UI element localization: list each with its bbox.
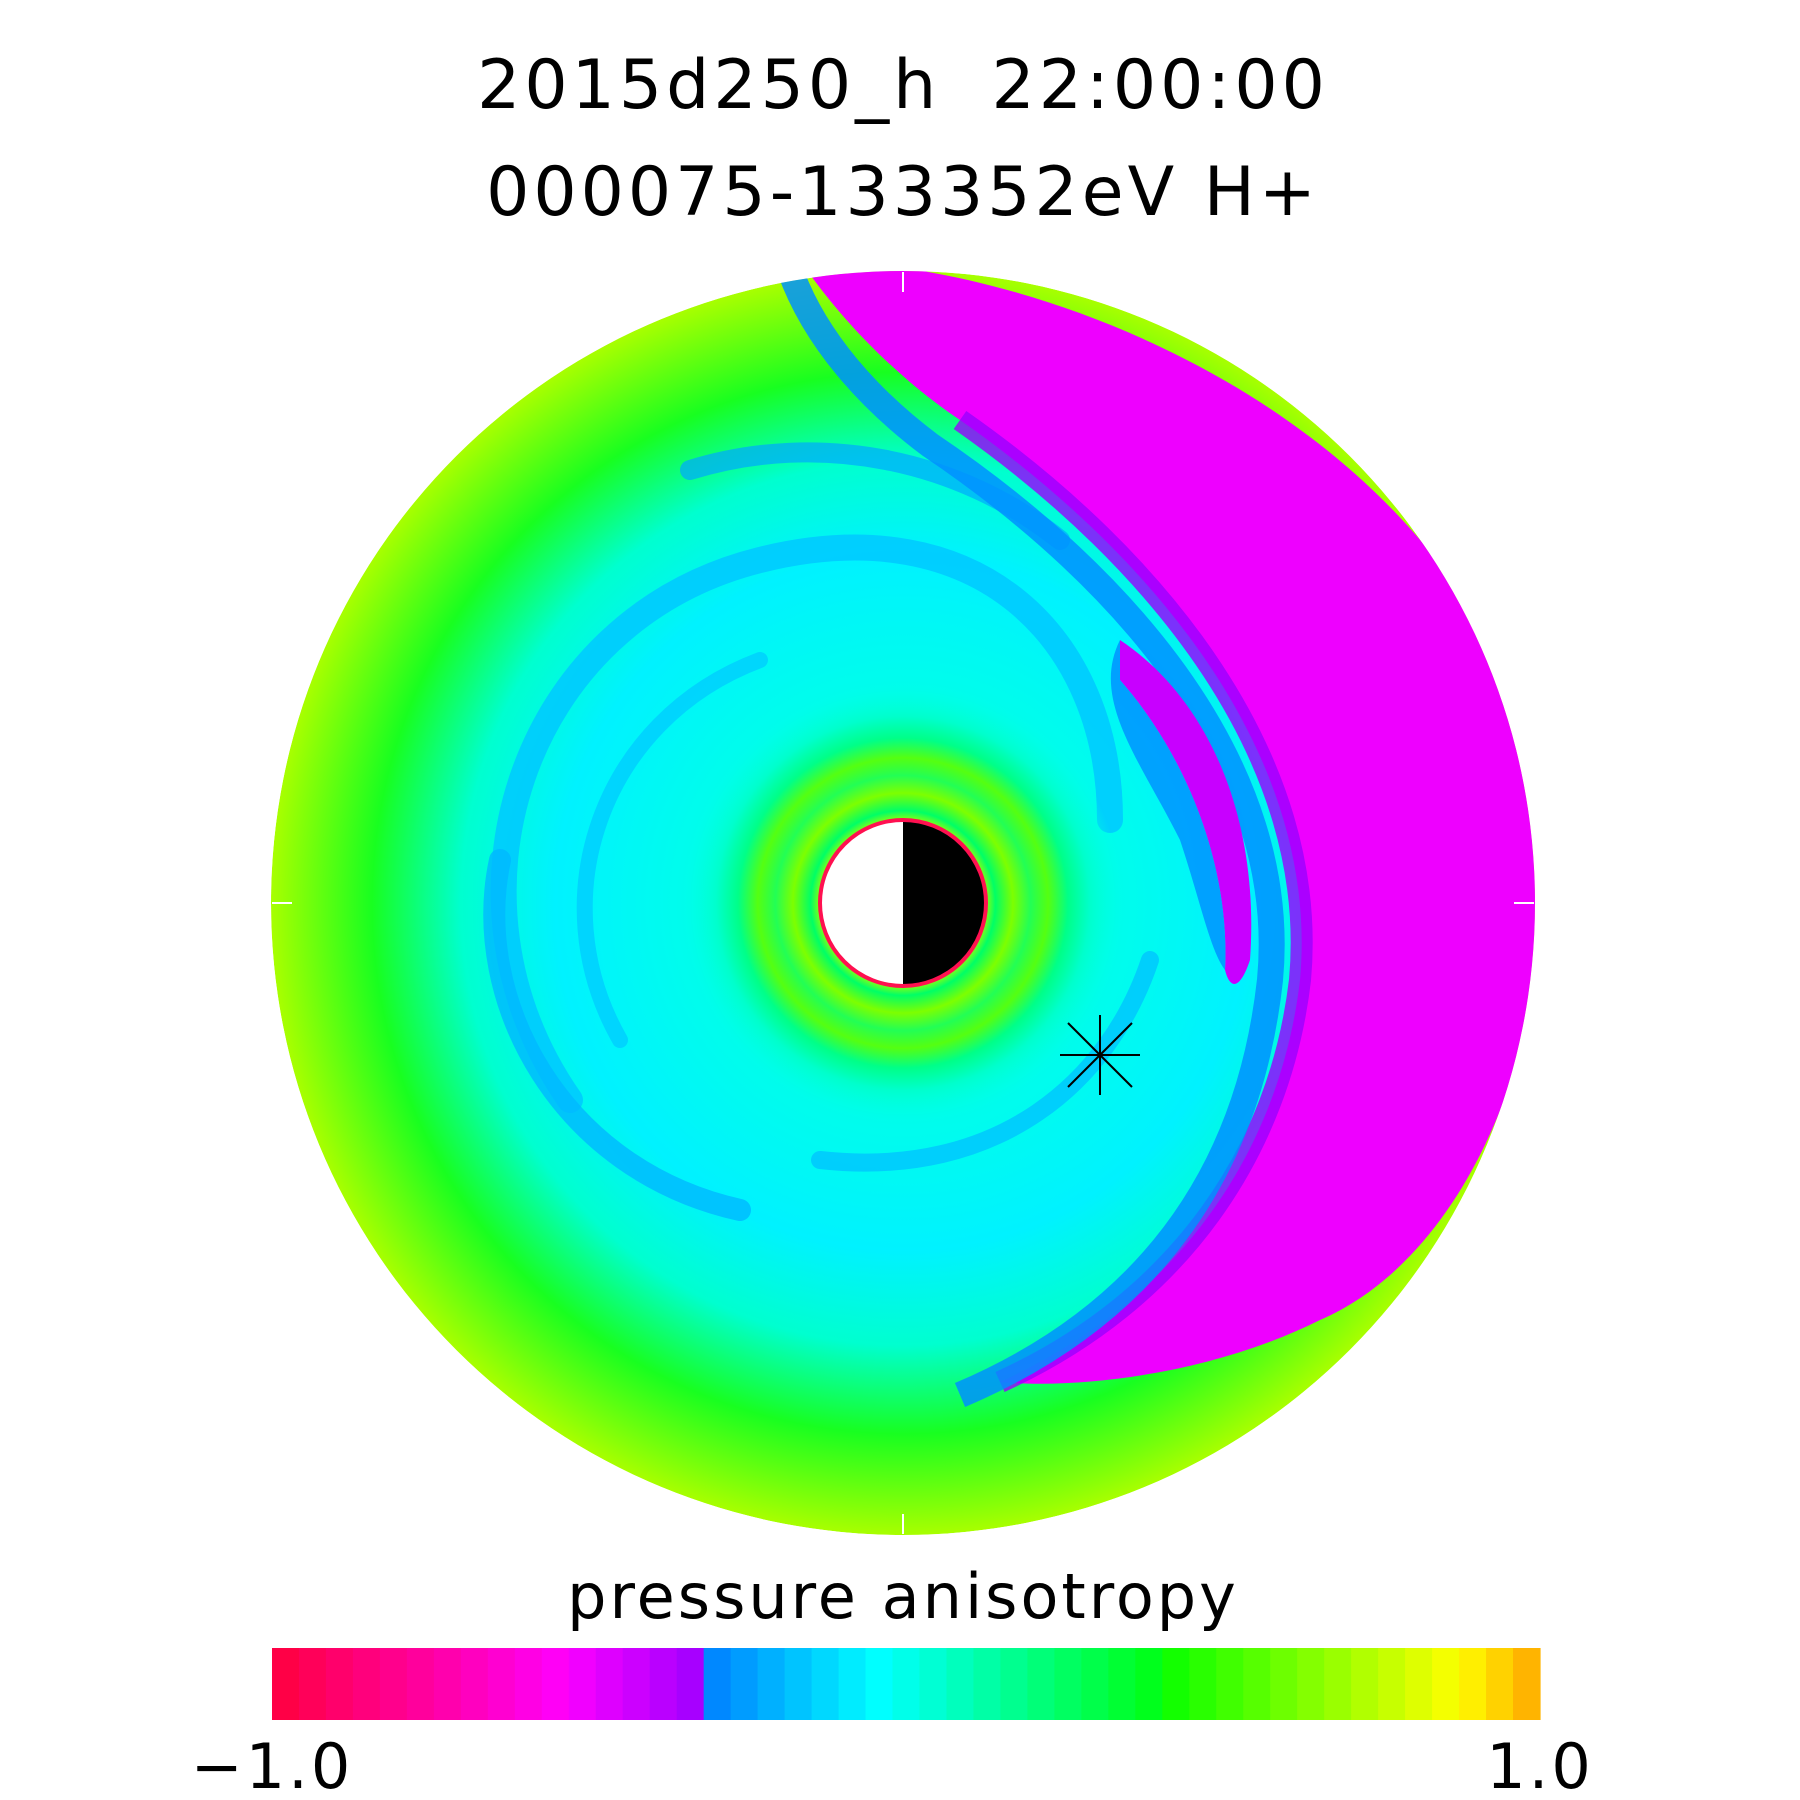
colorbar-swatch (676, 1648, 705, 1720)
colorbar-swatch (1135, 1648, 1163, 1720)
plot-title: 2015d250_h 22:00:00 (477, 46, 1329, 125)
asterisk-marker (1060, 1015, 1140, 1095)
colorbar-swatch (1162, 1648, 1190, 1720)
colorbar-swatch (1297, 1648, 1325, 1720)
plot-subtitle: 000075-133352eV H+ (486, 153, 1320, 232)
colorbar-swatch (784, 1648, 813, 1720)
colorbar-swatch (352, 1648, 381, 1720)
planet-night-side (903, 820, 986, 986)
colorbar-swatch (757, 1648, 786, 1720)
colorbar (272, 1648, 1541, 1720)
colorbar-swatch (406, 1648, 435, 1720)
colorbar-swatch (1351, 1648, 1379, 1720)
colorbar-swatch (487, 1648, 516, 1720)
colorbar-swatch (541, 1648, 570, 1720)
colorbar-swatch (946, 1648, 975, 1720)
colorbar-swatch (865, 1648, 894, 1720)
colorbar-swatch (1486, 1648, 1514, 1720)
colorbar-swatch (1432, 1648, 1460, 1720)
colorbar-swatch (1081, 1648, 1109, 1720)
colorbar-swatch (433, 1648, 462, 1720)
colorbar-swatch (1513, 1648, 1541, 1720)
colorbar-max-label: 1.0 (1486, 1730, 1594, 1800)
colorbar-swatch (1459, 1648, 1487, 1720)
colorbar-swatch (649, 1648, 678, 1720)
magenta-crescent (800, 271, 1535, 1384)
colorbar-swatch (325, 1648, 354, 1720)
colorbar-swatch (1324, 1648, 1352, 1720)
blue-inner-wedge (1110, 640, 1226, 970)
colorbar-min-label: −1.0 (191, 1730, 354, 1800)
colorbar-swatch (973, 1648, 1002, 1720)
colorbar-swatch (1270, 1648, 1298, 1720)
spiral-band (483, 849, 751, 1221)
colorbar-swatch (1378, 1648, 1406, 1720)
colorbar-swatch (514, 1648, 543, 1720)
colorbar-swatch (1189, 1648, 1217, 1720)
disk-ticks (272, 272, 1534, 1534)
colorbar-swatch (379, 1648, 408, 1720)
colorbar-swatch (730, 1648, 759, 1720)
planet-day-side (820, 820, 903, 986)
colorbar-swatch (1054, 1648, 1082, 1720)
colorbar-swatch (1000, 1648, 1029, 1720)
colorbar-swatch (811, 1648, 840, 1720)
spiral-band (576, 652, 768, 1048)
colorbar-swatch (622, 1648, 651, 1720)
colorbar-swatch (272, 1648, 300, 1720)
colorbar-swatch (1216, 1648, 1244, 1720)
colorbar-swatch (919, 1648, 948, 1720)
spiral-band (811, 951, 1159, 1172)
colorbar-swatch (595, 1648, 624, 1720)
planet-outline (818, 818, 988, 988)
colorbar-swatch (1108, 1648, 1136, 1720)
colorbar-swatch (703, 1648, 732, 1720)
planet (818, 818, 988, 988)
colorbar-label: pressure anisotropy (567, 1560, 1239, 1633)
colorbar-swatch (1243, 1648, 1271, 1720)
colorbar-swatch (568, 1648, 597, 1720)
colorbar-swatch (1405, 1648, 1433, 1720)
colorbar-swatch (298, 1648, 327, 1720)
colorbar-swatch (838, 1648, 867, 1720)
colorbar-swatch (1027, 1648, 1055, 1720)
colorbar-swatch (892, 1648, 921, 1720)
colorbar-swatch (460, 1648, 489, 1720)
magenta-inner-wedge (1120, 640, 1252, 984)
blue-crescent-edge (777, 271, 1285, 1407)
